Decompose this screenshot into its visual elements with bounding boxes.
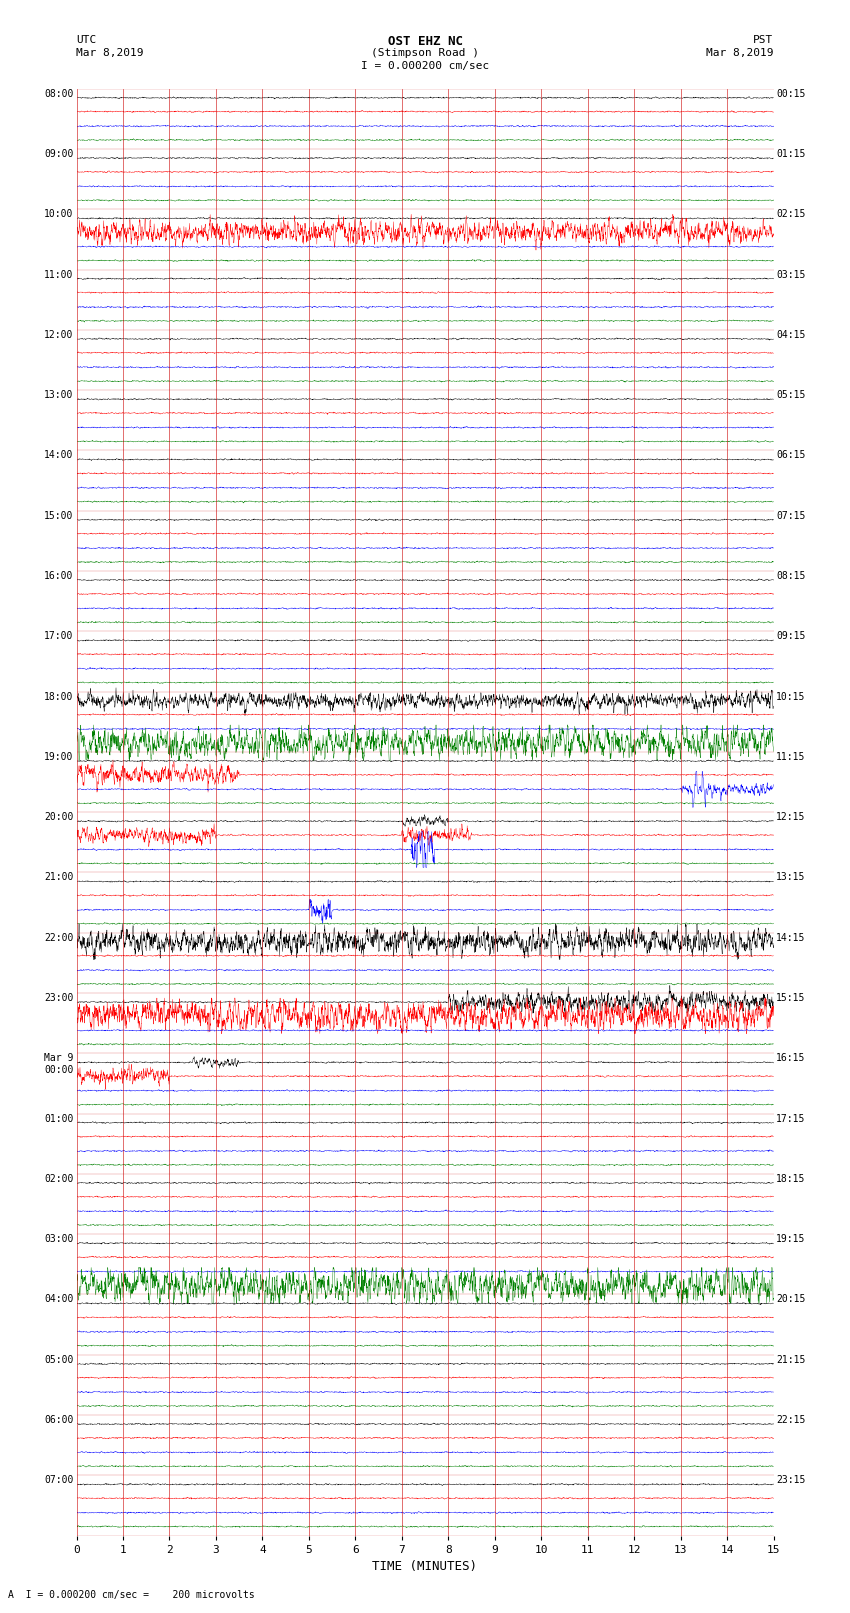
Text: OST EHZ NC: OST EHZ NC xyxy=(388,35,462,48)
Text: UTC: UTC xyxy=(76,35,97,45)
Text: (Stimpson Road ): (Stimpson Road ) xyxy=(371,48,479,58)
Text: Mar 8,2019: Mar 8,2019 xyxy=(706,48,774,58)
Text: I = 0.000200 cm/sec: I = 0.000200 cm/sec xyxy=(361,61,489,71)
Text: A  I = 0.000200 cm/sec =    200 microvolts: A I = 0.000200 cm/sec = 200 microvolts xyxy=(8,1590,255,1600)
Text: Mar 8,2019: Mar 8,2019 xyxy=(76,48,144,58)
X-axis label: TIME (MINUTES): TIME (MINUTES) xyxy=(372,1560,478,1573)
Text: PST: PST xyxy=(753,35,774,45)
